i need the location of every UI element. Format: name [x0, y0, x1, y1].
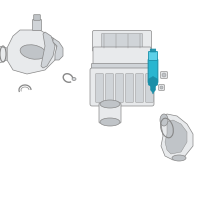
- FancyBboxPatch shape: [106, 74, 113, 102]
- Ellipse shape: [100, 118, 120, 126]
- FancyBboxPatch shape: [32, 20, 42, 30]
- FancyBboxPatch shape: [92, 30, 152, 51]
- Polygon shape: [0, 46, 7, 64]
- FancyBboxPatch shape: [102, 33, 142, 48]
- FancyBboxPatch shape: [96, 74, 103, 102]
- FancyBboxPatch shape: [148, 59, 158, 83]
- Ellipse shape: [160, 114, 168, 126]
- Polygon shape: [53, 38, 63, 60]
- Ellipse shape: [100, 100, 120, 108]
- FancyBboxPatch shape: [34, 15, 40, 20]
- FancyBboxPatch shape: [159, 85, 164, 90]
- Polygon shape: [41, 32, 55, 68]
- Ellipse shape: [172, 155, 186, 161]
- FancyBboxPatch shape: [92, 64, 153, 72]
- Ellipse shape: [72, 77, 76, 80]
- FancyBboxPatch shape: [150, 49, 152, 52]
- FancyBboxPatch shape: [93, 47, 151, 67]
- Circle shape: [162, 73, 166, 77]
- FancyBboxPatch shape: [99, 103, 121, 123]
- FancyBboxPatch shape: [152, 49, 154, 52]
- FancyBboxPatch shape: [148, 51, 158, 60]
- Polygon shape: [165, 120, 187, 154]
- FancyBboxPatch shape: [90, 68, 154, 106]
- Ellipse shape: [20, 45, 46, 59]
- Circle shape: [98, 83, 102, 87]
- FancyBboxPatch shape: [116, 74, 123, 102]
- FancyBboxPatch shape: [154, 49, 156, 52]
- FancyBboxPatch shape: [136, 74, 143, 102]
- Polygon shape: [161, 114, 193, 160]
- FancyBboxPatch shape: [151, 80, 155, 90]
- FancyBboxPatch shape: [126, 74, 133, 102]
- Polygon shape: [151, 90, 155, 94]
- FancyBboxPatch shape: [161, 72, 167, 78]
- FancyBboxPatch shape: [146, 74, 153, 102]
- Circle shape: [160, 86, 163, 89]
- Polygon shape: [7, 30, 57, 74]
